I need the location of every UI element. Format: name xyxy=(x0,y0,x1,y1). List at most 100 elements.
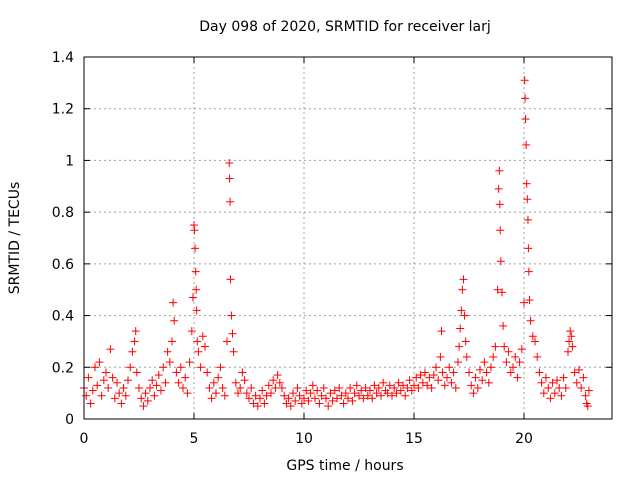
x-tick-label: 15 xyxy=(405,431,423,447)
data-point xyxy=(141,389,150,398)
data-point xyxy=(131,327,140,336)
data-point xyxy=(84,373,93,382)
data-point xyxy=(539,389,548,398)
data-point xyxy=(205,383,214,392)
data-point xyxy=(370,381,379,390)
data-point xyxy=(330,386,339,395)
data-point xyxy=(249,399,258,408)
data-point xyxy=(168,337,176,346)
data-point xyxy=(297,399,306,408)
data-point xyxy=(176,363,185,372)
data-point xyxy=(511,352,520,361)
data-point xyxy=(313,386,322,395)
data-point xyxy=(143,396,152,405)
data-point xyxy=(457,306,466,315)
data-point xyxy=(308,381,317,390)
data-point xyxy=(440,381,449,390)
data-point xyxy=(454,358,462,367)
data-point xyxy=(355,391,363,400)
data-point xyxy=(461,337,470,346)
data-point xyxy=(231,378,240,387)
data-point xyxy=(339,399,348,408)
data-point xyxy=(533,352,542,361)
data-point xyxy=(521,94,530,103)
data-point xyxy=(346,383,355,392)
data-point xyxy=(504,347,513,356)
data-point xyxy=(324,402,333,411)
data-point xyxy=(509,363,517,372)
data-point xyxy=(436,352,445,361)
data-point xyxy=(97,391,106,400)
data-point xyxy=(467,381,476,390)
data-point xyxy=(154,371,163,380)
data-point xyxy=(193,337,202,346)
data-point xyxy=(495,200,504,209)
data-point xyxy=(487,363,495,372)
data-point xyxy=(317,391,326,400)
data-point xyxy=(159,363,168,372)
data-point xyxy=(214,373,223,382)
data-point xyxy=(192,306,201,315)
data-point xyxy=(284,394,293,403)
data-point xyxy=(130,337,139,346)
data-point xyxy=(449,368,458,377)
data-point xyxy=(192,285,201,294)
data-point xyxy=(185,358,194,367)
data-point xyxy=(135,383,143,392)
data-point xyxy=(348,396,357,405)
data-point xyxy=(236,383,245,392)
data-point xyxy=(368,394,377,403)
data-point xyxy=(223,337,231,346)
data-point xyxy=(414,383,423,392)
data-point xyxy=(113,378,121,387)
data-point xyxy=(95,358,104,367)
data-point xyxy=(520,76,529,85)
data-point xyxy=(115,389,124,398)
data-point xyxy=(570,368,579,377)
data-point xyxy=(388,391,396,400)
data-point xyxy=(253,402,262,411)
data-point xyxy=(515,358,524,367)
data-point xyxy=(106,345,115,354)
data-point xyxy=(93,381,102,390)
x-tick-label: 20 xyxy=(515,431,533,447)
data-point xyxy=(88,386,97,395)
data-point xyxy=(550,389,559,398)
y-tick-label: 0.2 xyxy=(52,360,74,376)
data-point xyxy=(251,391,260,400)
data-point xyxy=(341,389,350,398)
data-point xyxy=(152,381,161,390)
data-point xyxy=(480,358,489,367)
data-point xyxy=(542,373,550,382)
data-point xyxy=(584,386,593,395)
data-points xyxy=(80,76,593,411)
data-point xyxy=(174,378,183,387)
data-point xyxy=(226,275,235,284)
plot-frame xyxy=(83,56,613,420)
data-point xyxy=(522,140,531,149)
data-point xyxy=(300,394,308,403)
data-point xyxy=(273,371,282,380)
data-point xyxy=(548,378,557,387)
data-point xyxy=(366,386,374,395)
data-point xyxy=(201,342,209,351)
data-point xyxy=(169,298,178,307)
data-point xyxy=(462,352,471,361)
data-point xyxy=(344,394,352,403)
data-point xyxy=(544,383,553,392)
data-point xyxy=(361,383,370,392)
y-tick-label: 1.4 xyxy=(52,50,74,66)
data-point xyxy=(379,378,388,387)
data-point xyxy=(137,394,146,403)
data-point xyxy=(319,383,328,392)
data-point xyxy=(566,327,575,336)
data-point xyxy=(207,394,216,403)
data-point xyxy=(559,373,568,382)
data-point xyxy=(337,391,346,400)
data-point xyxy=(245,394,253,403)
data-point xyxy=(506,368,515,377)
data-point xyxy=(372,389,381,398)
data-point xyxy=(148,376,157,385)
y-tick-label: 0.4 xyxy=(52,309,74,325)
data-point xyxy=(315,399,324,408)
